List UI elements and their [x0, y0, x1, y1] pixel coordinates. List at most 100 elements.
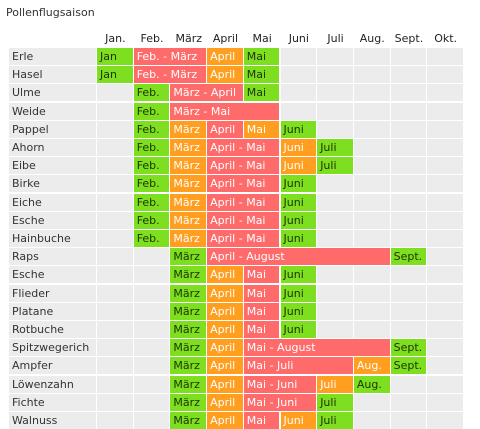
month-cell — [427, 393, 463, 411]
season-segment: April - August — [207, 248, 390, 266]
season-segment: April — [207, 48, 243, 65]
season-segment: März - April — [170, 84, 243, 102]
season-segment: Juni — [280, 230, 317, 247]
season-segment: April — [207, 339, 243, 357]
row-label-cell — [9, 266, 96, 284]
month-cell — [353, 66, 390, 84]
month-cell — [353, 139, 390, 156]
season-segment: Juni — [280, 266, 317, 284]
month-cell — [317, 66, 353, 84]
season-segment: März — [170, 230, 207, 247]
month-cell — [97, 120, 133, 138]
month-cell — [427, 193, 463, 211]
season-segment: März — [170, 375, 207, 393]
month-cell — [427, 102, 463, 120]
month-cell — [280, 48, 317, 65]
month-cell — [97, 211, 133, 229]
month-cell — [317, 102, 353, 120]
season-segment: Juli — [317, 412, 353, 429]
season-segment: Juni — [280, 120, 317, 138]
season-segment: Juli — [317, 139, 353, 156]
month-cell — [427, 412, 463, 429]
row-label-cell — [9, 48, 96, 65]
season-segment: April - Mai — [207, 139, 280, 156]
plant-name: Weide — [12, 104, 46, 118]
row-label-cell — [9, 139, 96, 156]
season-segment: Juni — [280, 302, 317, 320]
month-cell — [390, 120, 427, 138]
month-cell — [390, 48, 427, 65]
season-segment: Juni — [280, 321, 317, 338]
season-segment: April - Mai — [207, 211, 280, 229]
month-cell — [353, 175, 390, 193]
season-segment: Mai - Juli — [243, 357, 353, 375]
row-label-cell — [9, 284, 96, 302]
season-segment: Mai - August — [243, 339, 390, 357]
plant-name: Walnuss — [12, 414, 58, 427]
month-cell — [97, 193, 133, 211]
month-header: Juni — [288, 32, 309, 45]
month-cell — [280, 84, 317, 102]
month-cell — [427, 357, 463, 375]
season-segment: Mai — [243, 84, 280, 102]
plant-name: Fichte — [12, 395, 45, 409]
month-cell — [390, 193, 427, 211]
month-cell — [280, 102, 317, 120]
plant-name: Esche — [12, 213, 45, 227]
season-segment: Aug. — [353, 357, 390, 375]
season-segment: April — [207, 357, 243, 375]
plant-name: Birke — [12, 177, 40, 191]
plant-name: Pappel — [12, 122, 49, 136]
plant-name: Hainbuche — [12, 232, 71, 245]
season-segment: Mai — [243, 266, 280, 284]
month-cell — [427, 266, 463, 284]
month-header: Mai — [252, 32, 272, 45]
month-cell — [427, 321, 463, 338]
season-segment: Mai — [243, 321, 280, 338]
month-cell — [317, 302, 353, 320]
month-cell — [317, 266, 353, 284]
month-cell — [427, 211, 463, 229]
month-cell — [97, 248, 133, 266]
month-cell — [353, 120, 390, 138]
season-segment: Feb. — [133, 102, 170, 120]
season-segment: Juli — [317, 157, 353, 175]
month-cell — [133, 339, 170, 357]
plant-name: Ahorn — [12, 141, 45, 154]
month-cell — [390, 157, 427, 175]
month-header: Feb. — [140, 32, 164, 45]
plant-name: Ulme — [12, 86, 41, 100]
month-cell — [427, 302, 463, 320]
season-segment: März — [170, 393, 207, 411]
season-segment: Juni — [280, 211, 317, 229]
plant-name: Platane — [12, 304, 54, 318]
month-header: Sept. — [394, 32, 424, 45]
season-segment: April — [207, 302, 243, 320]
month-cell — [390, 321, 427, 338]
season-segment: Feb. — [133, 139, 170, 156]
month-cell — [390, 102, 427, 120]
month-header: Juli — [327, 32, 344, 45]
month-cell — [390, 139, 427, 156]
month-cell — [97, 139, 133, 156]
month-cell — [390, 66, 427, 84]
season-segment: April - Mai — [207, 230, 280, 247]
month-cell — [317, 211, 353, 229]
plant-name: Rotbuche — [12, 323, 64, 336]
season-segment: April — [207, 393, 243, 411]
month-cell — [427, 375, 463, 393]
row-label-cell — [9, 157, 96, 175]
row-label-cell — [9, 193, 96, 211]
month-cell — [133, 357, 170, 375]
month-cell — [353, 284, 390, 302]
season-segment: Juni — [280, 412, 317, 429]
row-label-cell — [9, 357, 96, 375]
month-cell — [97, 357, 133, 375]
plant-name: Eiche — [12, 195, 42, 209]
season-segment: Feb. - März — [133, 48, 207, 65]
season-segment: Juni — [280, 193, 317, 211]
season-segment: Mai — [243, 48, 280, 65]
month-cell — [353, 412, 390, 429]
month-cell — [133, 248, 170, 266]
